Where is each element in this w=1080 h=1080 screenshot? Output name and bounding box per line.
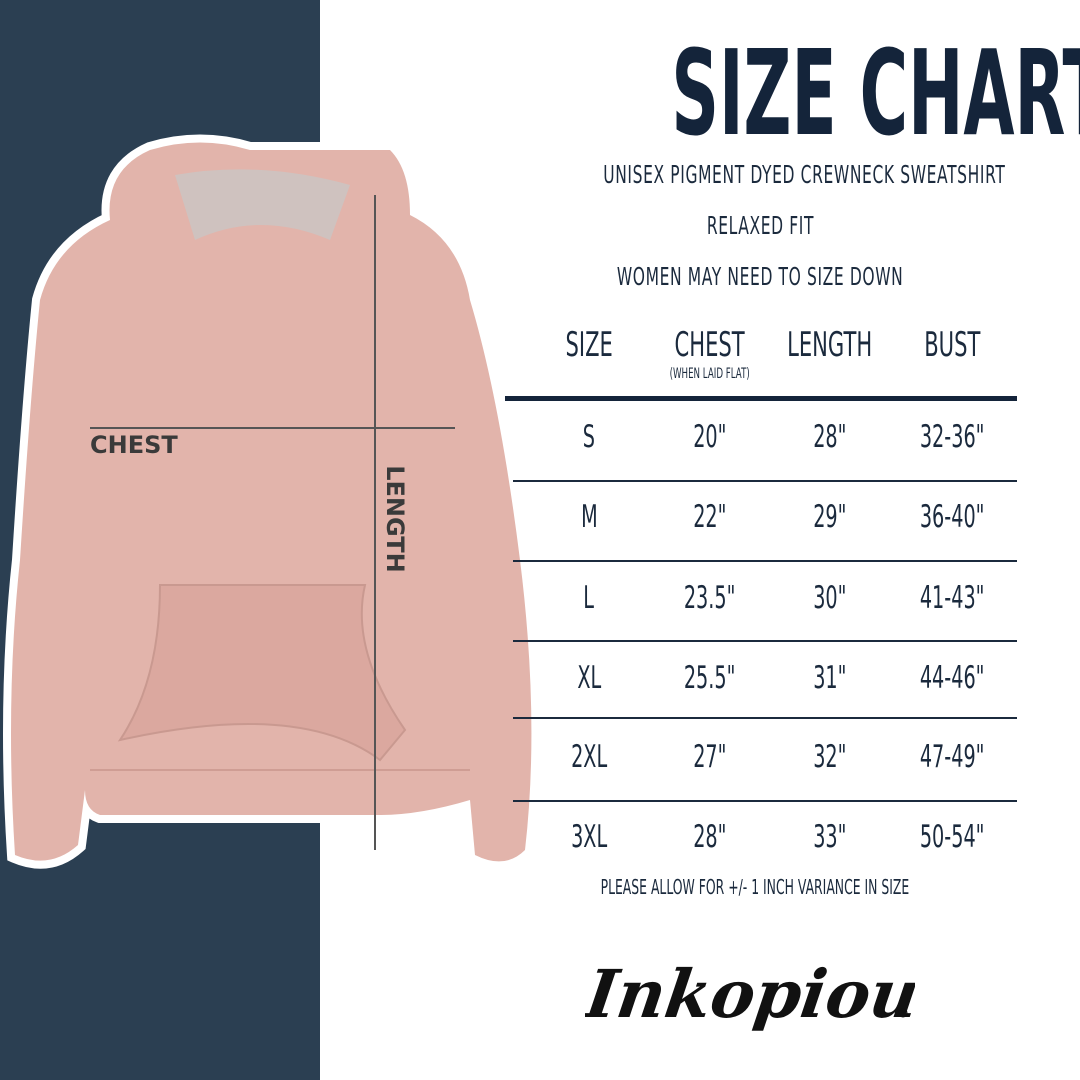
cell-length: 29" (813, 499, 847, 535)
table-row: S 20" 28" 32-36" (505, 397, 1017, 477)
cell-length: 30" (813, 580, 847, 616)
page-title: SIZE CHART (671, 24, 1080, 162)
hoodie-image (3, 134, 540, 870)
cell-size: XL (577, 660, 601, 696)
cell-bust: 32-36" (919, 419, 985, 455)
cell-length: 31" (813, 660, 847, 696)
fit-note: RELAXED FIT (706, 211, 814, 240)
table-row: 3XL 28" 33" 50-54" (505, 797, 1017, 877)
svg-text:Inkopious: Inkopious (585, 955, 915, 1033)
header-length: LENGTH (787, 325, 873, 365)
table-row: 2XL 27" 32" 47-49" (505, 717, 1017, 797)
sizing-advice: WOMEN MAY NEED TO SIZE DOWN (616, 262, 904, 291)
cell-chest: 27" (693, 739, 727, 775)
chest-note: (WHEN LAID FLAT) (669, 366, 751, 382)
table-row: M 22" 29" 36-40" (505, 477, 1017, 557)
variance-footnote: PLEASE ALLOW FOR +/- 1 INCH VARIANCE IN … (600, 875, 910, 899)
cell-bust: 44-46" (919, 660, 985, 696)
cell-chest: 22" (693, 499, 727, 535)
cell-bust: 41-43" (919, 580, 985, 616)
cell-bust: 47-49" (919, 739, 985, 775)
cell-chest: 28" (693, 819, 727, 855)
row-divider (513, 800, 1017, 802)
header-size: SIZE (565, 325, 613, 365)
row-divider (513, 640, 1017, 642)
table-row: XL 25.5" 31" 44-46" (505, 638, 1017, 718)
header-divider (505, 396, 1017, 401)
row-divider (513, 717, 1017, 719)
cell-size: M (580, 499, 598, 535)
cell-chest: 23.5" (684, 580, 736, 616)
cell-size: 2XL (570, 739, 608, 775)
length-label: LENGTH (381, 465, 409, 573)
row-divider (513, 480, 1017, 482)
cell-bust: 50-54" (919, 819, 985, 855)
cell-chest: 25.5" (684, 660, 736, 696)
table-row: L 23.5" 30" 41-43" (505, 558, 1017, 638)
cell-size: S (582, 419, 596, 455)
cell-length: 33" (813, 819, 847, 855)
cell-length: 28" (813, 419, 847, 455)
row-divider (513, 560, 1017, 562)
product-subtitle: UNISEX PIGMENT DYED CREWNECK SWEATSHIRT (603, 160, 1006, 189)
cell-length: 32" (813, 739, 847, 775)
chest-label: CHEST (90, 431, 178, 459)
cell-chest: 20" (693, 419, 727, 455)
header-bust: BUST (923, 325, 981, 365)
cell-bust: 36-40" (919, 499, 985, 535)
inkopious-logo: Inkopious (585, 955, 915, 1033)
cell-size: 3XL (570, 819, 608, 855)
cell-size: L (583, 580, 595, 616)
header-chest: CHEST (674, 325, 746, 365)
